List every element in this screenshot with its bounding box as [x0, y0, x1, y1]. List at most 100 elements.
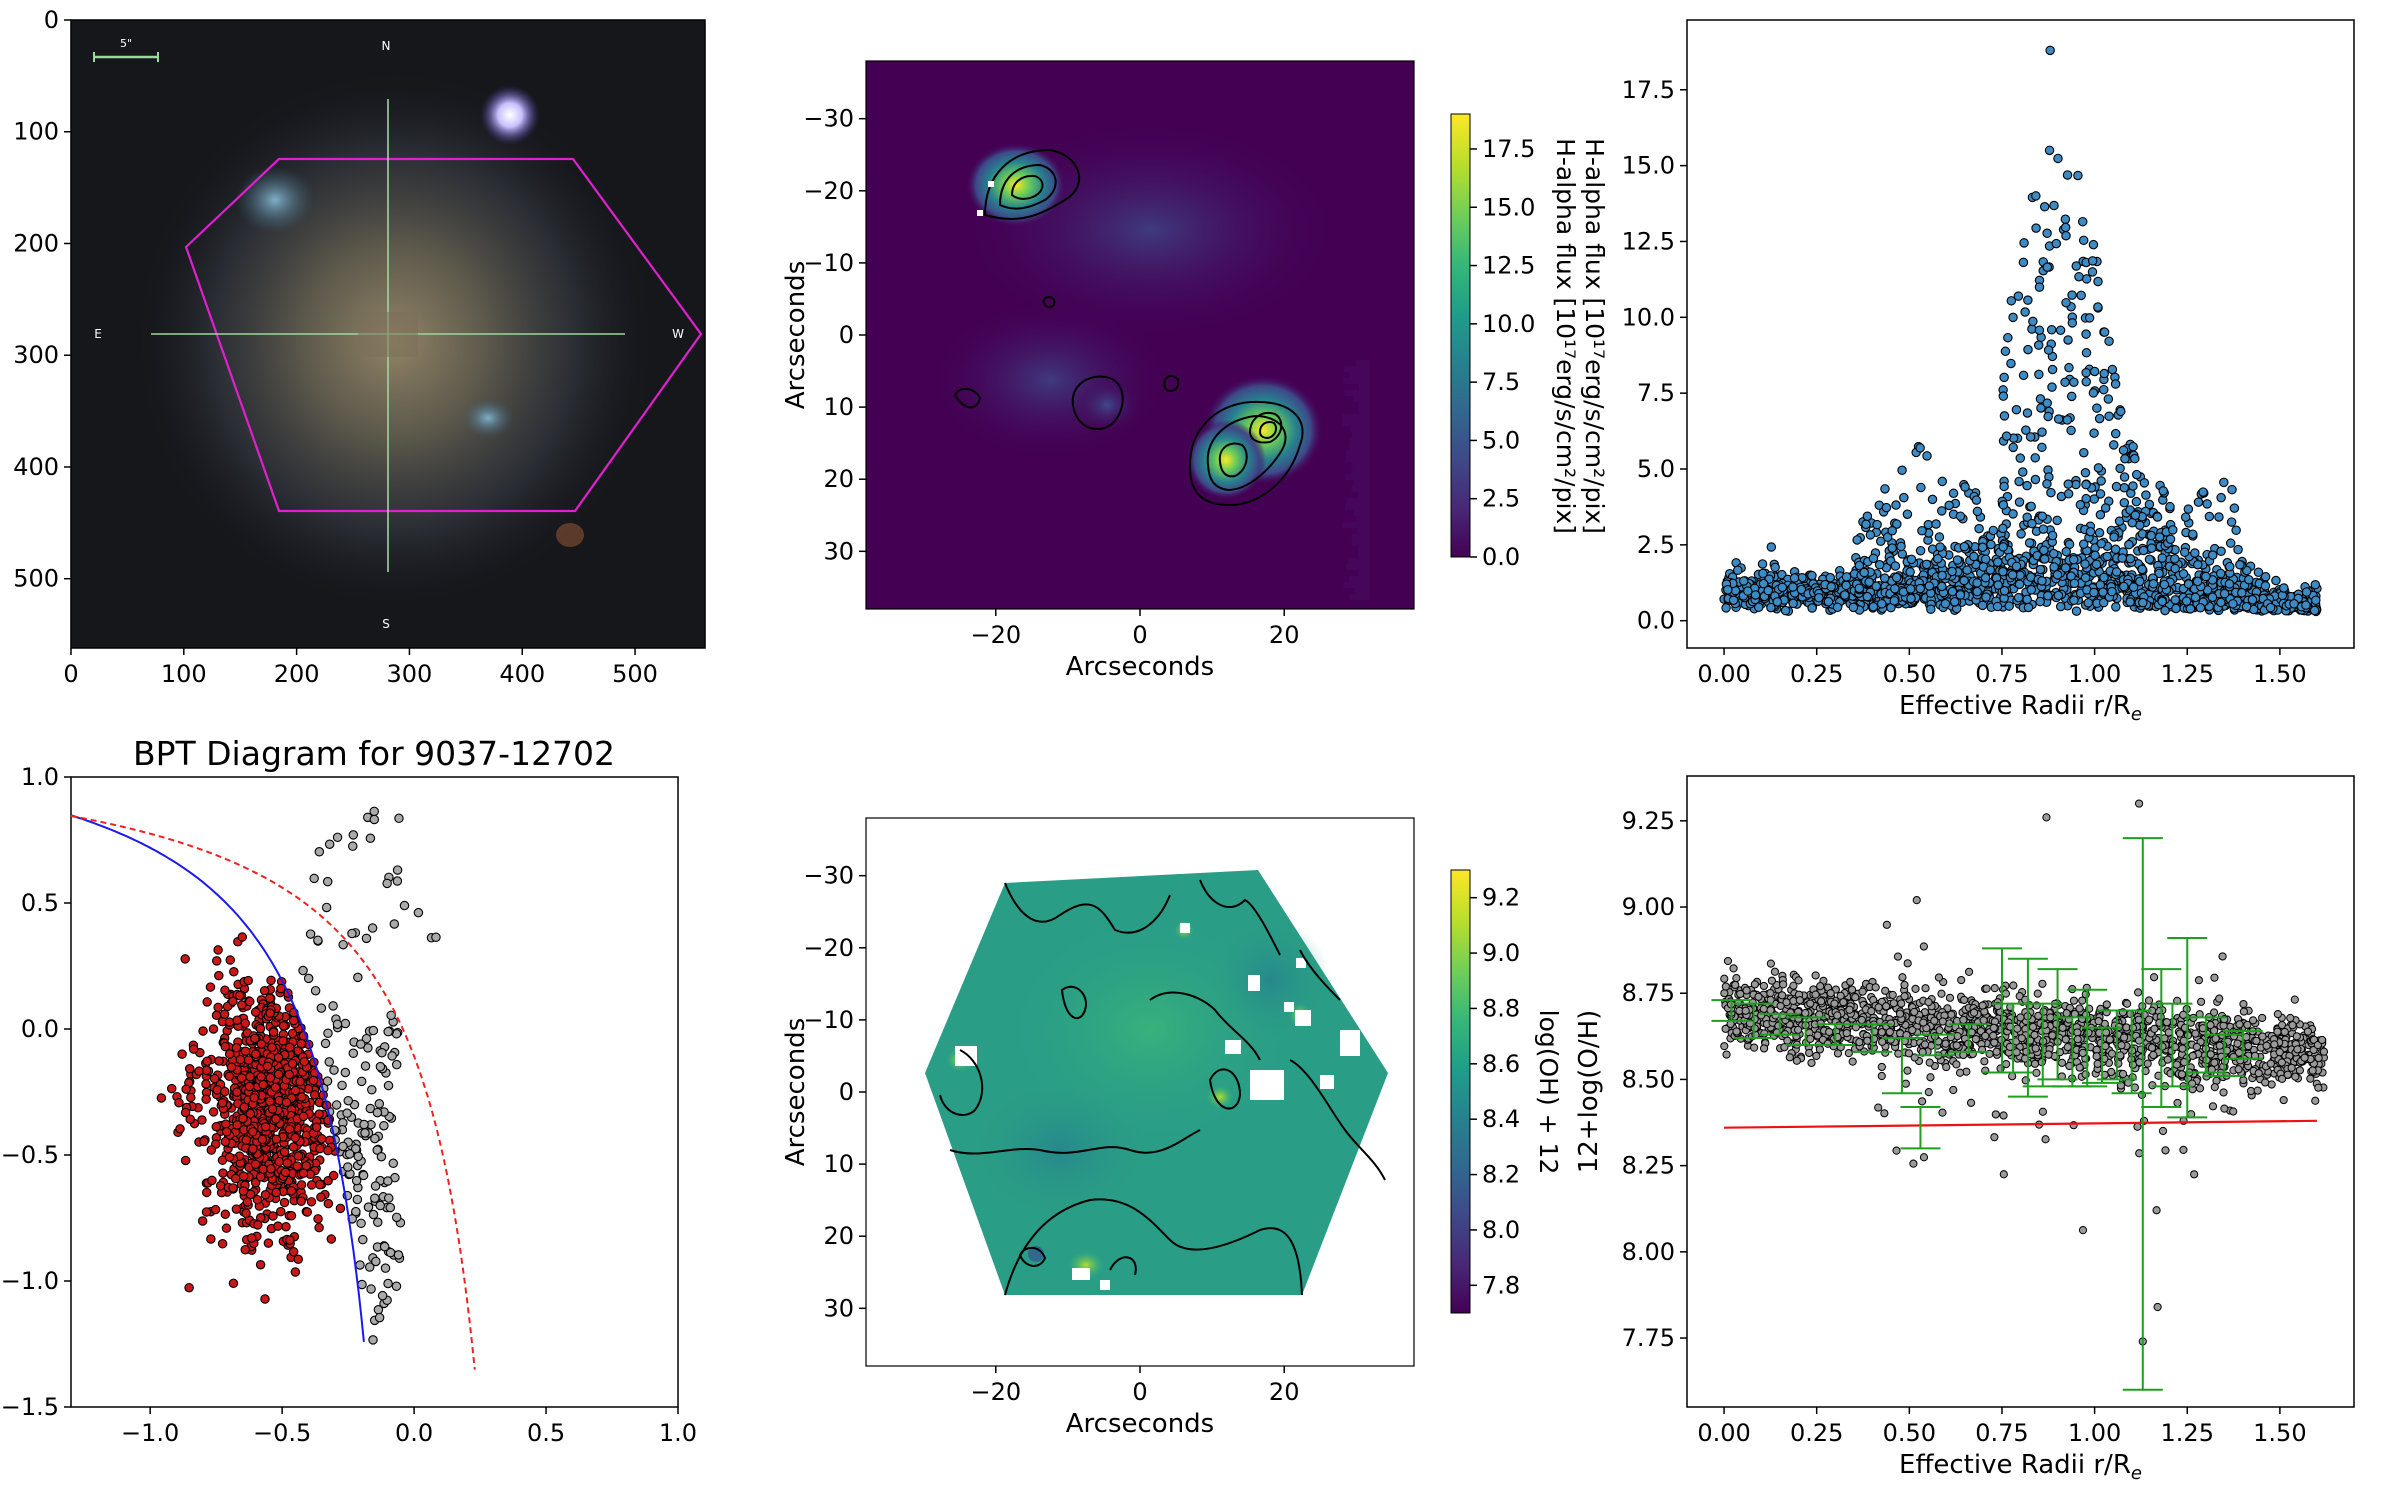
- bpt-starforming-point: [219, 1009, 230, 1019]
- scatter-point: [2148, 1081, 2157, 1090]
- bpt-starforming-point: [271, 1134, 282, 1144]
- bpt-composite-point: [369, 814, 380, 825]
- scatter-point: [2030, 474, 2041, 485]
- scatter-point: [2090, 550, 2100, 561]
- scatter-point: [1779, 980, 1788, 989]
- scatter-point: [2033, 340, 2044, 350]
- scatter-point: [1855, 1038, 1864, 1047]
- scatter-point: [1988, 525, 1999, 536]
- scatter-point: [1789, 573, 1800, 583]
- scatter-point: [2076, 290, 2086, 301]
- scatter-point: [2018, 370, 2029, 381]
- compass-s: S: [382, 617, 390, 631]
- scatter-point: [2075, 500, 2086, 510]
- bpt-composite-point: [393, 1250, 404, 1260]
- bpt-starforming-point: [276, 1206, 286, 1217]
- scatter-point: [2210, 1083, 2219, 1092]
- bpt-composite-point: [313, 935, 323, 946]
- scatter-point: [1998, 566, 2008, 577]
- bpt-composite-point: [413, 907, 424, 918]
- halpha-edge-pixel: [1342, 414, 1370, 420]
- scatter-point: [2288, 1021, 2297, 1030]
- bpt-starforming-point: [255, 1023, 266, 1034]
- scatter-point: [2235, 560, 2245, 570]
- scatter-point: [1960, 995, 1969, 1005]
- x-tick-label: −20: [970, 621, 1021, 649]
- scatter-point: [2290, 995, 2299, 1004]
- scatter-point: [2063, 489, 2074, 499]
- scatter-point: [2034, 325, 2045, 335]
- bpt-composite-point: [368, 1025, 379, 1036]
- scatter-point: [2016, 1013, 2025, 1022]
- bpt-starforming-point: [265, 1073, 276, 1083]
- bpt-starforming-point: [293, 1254, 303, 1265]
- scatter-point: [1992, 601, 2003, 612]
- scatter-point: [2195, 603, 2206, 613]
- halpha-edge-pixel: [1344, 390, 1370, 396]
- scatter-point: [1728, 595, 1739, 605]
- x-tick-label: 100: [161, 660, 207, 688]
- scatter-point: [2008, 442, 2018, 453]
- x-tick-label: 1.00: [2068, 660, 2121, 688]
- halpha-edge-pixel: [1346, 498, 1370, 504]
- scatter-point: [2104, 336, 2114, 346]
- scatter-point: [2042, 479, 2052, 489]
- halpha-contours: [953, 148, 1304, 507]
- scatter-point: [1996, 1064, 2005, 1073]
- x-tick-label: 0: [1132, 1378, 1147, 1406]
- scatter-point: [2303, 1027, 2313, 1036]
- ifu-hexagon: [184, 157, 703, 513]
- halpha-edge-pixel: [1349, 576, 1370, 582]
- scatter-point: [2125, 553, 2136, 564]
- bpt-composite-point: [370, 1181, 381, 1191]
- scatter-point: [2023, 602, 2034, 613]
- scatter-point: [1977, 600, 1988, 611]
- scatter-point: [1750, 590, 1761, 600]
- scatter-point: [1900, 992, 1909, 1001]
- scatter-point: [1972, 586, 1982, 597]
- scatter-point: [1780, 605, 1791, 616]
- bpt-starforming-point: [231, 1204, 242, 1214]
- scatter-point: [2266, 1059, 2275, 1068]
- colorbar-tick-label: 7.8: [1482, 1271, 1520, 1299]
- scatter-point: [2084, 313, 2095, 323]
- scatter-point: [2170, 554, 2180, 564]
- bpt-starforming-point: [323, 1145, 333, 1156]
- scatter-point: [2291, 1072, 2300, 1081]
- bpt-starforming-point: [197, 1216, 208, 1226]
- bpt-starforming-point: [238, 1113, 248, 1124]
- x-tick-label: 1.25: [2161, 660, 2214, 688]
- scatter-point: [1888, 990, 1897, 1000]
- bpt-composite-point: [377, 1290, 388, 1301]
- bpt-composite-point: [372, 1107, 383, 1118]
- scatter-point: [2063, 479, 2074, 489]
- scatter-point: [2099, 327, 2110, 337]
- bpt-starforming-point: [306, 1180, 317, 1190]
- scatter-point: [1763, 585, 1773, 596]
- scatter-point: [2077, 216, 2088, 227]
- colorbar-tick-label: 9.2: [1482, 884, 1520, 912]
- scatter-point: [2061, 1035, 2070, 1044]
- scatter-point: [2046, 324, 2057, 335]
- scatter-point: [2093, 302, 2103, 312]
- bpt-starforming-point: [267, 1042, 277, 1053]
- halpha-edge-pixel: [1355, 588, 1370, 594]
- scatter-point: [2038, 524, 2049, 534]
- bpt-composite-point: [371, 1256, 381, 1267]
- bpt-starforming-point: [245, 1071, 255, 1082]
- scatter-point: [1865, 530, 1876, 540]
- scatter-point: [1770, 967, 1780, 976]
- halpha-edge-pixel: [1350, 426, 1370, 432]
- x-tick-label: 20: [1269, 621, 1300, 649]
- bpt-starforming-point: [209, 1073, 220, 1084]
- bpt-starforming-point: [224, 1049, 235, 1059]
- bpt-starforming-point: [246, 1233, 257, 1243]
- scatter-point: [2089, 587, 2099, 598]
- bpt-starforming-point: [250, 1007, 261, 1017]
- bpt-starforming-point: [217, 1239, 228, 1249]
- x-axis-label: Arcseconds: [1066, 652, 1214, 682]
- scatter-point: [2061, 546, 2072, 557]
- scatter-point: [1736, 989, 1745, 999]
- scatter-point: [2170, 563, 2180, 574]
